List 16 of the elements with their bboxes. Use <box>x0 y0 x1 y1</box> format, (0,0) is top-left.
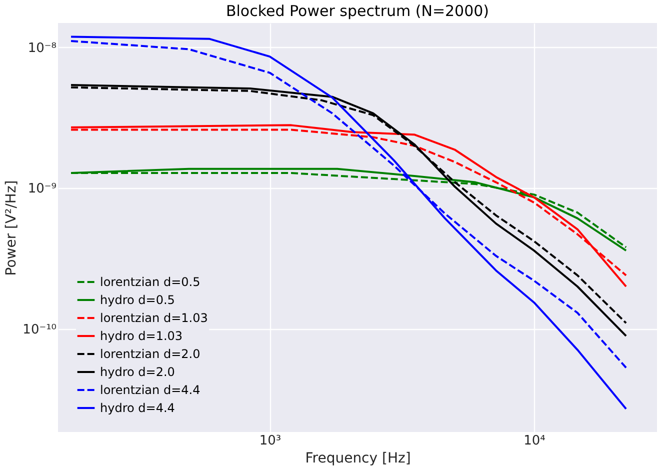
legend-label: hydro d=0.5 <box>100 293 175 307</box>
legend-label: hydro d=1.03 <box>100 329 183 343</box>
legend-label: hydro d=4.4 <box>100 401 175 415</box>
x-tick-label: 10⁴ <box>524 434 546 448</box>
legend-label: hydro d=2.0 <box>100 365 175 379</box>
y-tick-label: 10⁻⁸ <box>28 40 56 56</box>
x-axis-title: Frequency [Hz] <box>305 450 411 466</box>
y-tick-label: 10⁻⁹ <box>28 182 56 197</box>
y-tick-label: 10⁻¹⁰ <box>22 322 56 338</box>
y-axis-title: Power [V²/Hz] <box>4 180 20 276</box>
legend-label: lorentzian d=0.5 <box>100 275 200 289</box>
x-tick-label: 10³ <box>259 434 282 448</box>
legend-label: lorentzian d=2.0 <box>100 347 200 361</box>
legend-label: lorentzian d=4.4 <box>100 383 200 397</box>
legend-label: lorentzian d=1.03 <box>100 311 208 325</box>
chart-title: Blocked Power spectrum (N=2000) <box>226 2 490 20</box>
